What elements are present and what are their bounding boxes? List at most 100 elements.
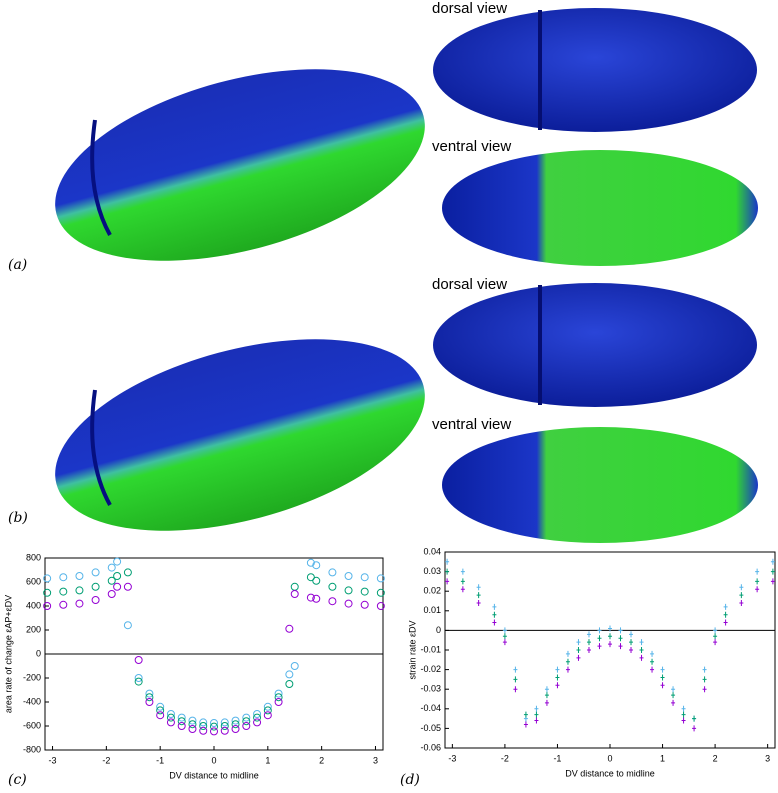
point: [618, 643, 623, 650]
point: [285, 680, 294, 688]
point: [43, 588, 52, 597]
point: [534, 705, 539, 712]
point: [113, 572, 122, 580]
point: [671, 699, 676, 706]
point: [681, 705, 686, 712]
point: [253, 713, 262, 722]
point: [242, 713, 251, 722]
point: [123, 582, 132, 591]
point: [59, 573, 68, 582]
point: [376, 588, 385, 597]
point: [344, 586, 353, 595]
point: [770, 568, 775, 575]
point: [702, 686, 707, 693]
point: [107, 590, 116, 598]
x-tick-label: -1: [156, 755, 164, 765]
point: [210, 727, 218, 736]
point: [75, 586, 84, 595]
point: [263, 711, 272, 720]
y-tick-label: -0.04: [420, 703, 441, 713]
y-tick-label: -400: [23, 696, 41, 706]
y-axis-label: strain rate εDV: [407, 620, 417, 679]
point: [534, 711, 539, 718]
y-tick-label: -600: [23, 720, 41, 730]
y-tick-label: -200: [23, 672, 41, 682]
point: [650, 650, 655, 657]
point: [285, 624, 294, 633]
point: [328, 568, 337, 577]
point: [59, 600, 68, 609]
y-tick-label: 200: [26, 624, 41, 634]
point: [739, 584, 744, 591]
point: [523, 711, 528, 718]
point: [290, 582, 299, 591]
embryo-b: [55, 339, 425, 531]
point: [608, 625, 612, 632]
point: [476, 584, 481, 591]
point: [274, 689, 283, 698]
point: [123, 568, 132, 577]
point: [544, 686, 549, 693]
y-tick-label: -0.05: [420, 723, 441, 733]
y-tick-label: -0.02: [420, 664, 441, 674]
point: [650, 666, 655, 673]
point: [544, 692, 549, 699]
point: [263, 702, 272, 711]
x-tick-label: -2: [501, 753, 509, 763]
point: [43, 574, 52, 583]
y-tick-label: 0.04: [423, 546, 441, 556]
y-tick-label: 0.01: [423, 605, 441, 615]
point: [723, 611, 728, 618]
point: [502, 627, 507, 634]
point: [242, 717, 251, 726]
point: [692, 715, 697, 722]
y-tick-label: -0.03: [420, 684, 441, 694]
point: [328, 597, 337, 606]
point: [618, 627, 623, 634]
point: [544, 699, 549, 706]
point: [376, 574, 385, 583]
point: [639, 654, 644, 661]
point: [285, 670, 294, 679]
point: [555, 666, 560, 673]
panel-label: (c): [8, 772, 27, 788]
point: [360, 587, 369, 596]
point: [755, 578, 760, 585]
point: [145, 693, 154, 702]
x-tick-label: -1: [553, 753, 561, 763]
point: [739, 599, 744, 606]
point: [306, 558, 315, 567]
x-tick-label: 1: [265, 755, 270, 765]
point: [177, 713, 186, 722]
point: [253, 718, 262, 727]
point: [460, 586, 465, 593]
point: [713, 627, 718, 634]
point: [702, 666, 707, 673]
point: [555, 674, 560, 681]
point: [650, 658, 655, 665]
point: [199, 718, 208, 727]
point: [231, 725, 240, 733]
point: [134, 674, 143, 682]
point: [460, 578, 465, 585]
point: [290, 590, 299, 598]
point: [156, 706, 165, 715]
point: [75, 599, 84, 608]
point: [608, 641, 612, 648]
x-tick-label: 2: [713, 753, 718, 763]
point: [492, 611, 497, 618]
panel-label: (a): [8, 257, 27, 273]
point: [274, 693, 283, 702]
point: [713, 633, 718, 640]
point: [523, 721, 528, 728]
point: [156, 702, 165, 711]
point: [166, 710, 175, 718]
point: [671, 692, 676, 699]
point: [220, 726, 229, 735]
point: [290, 662, 299, 670]
point: [59, 587, 68, 596]
point: [242, 722, 251, 730]
point: [639, 639, 644, 646]
point: [113, 582, 122, 591]
point: [492, 603, 497, 610]
